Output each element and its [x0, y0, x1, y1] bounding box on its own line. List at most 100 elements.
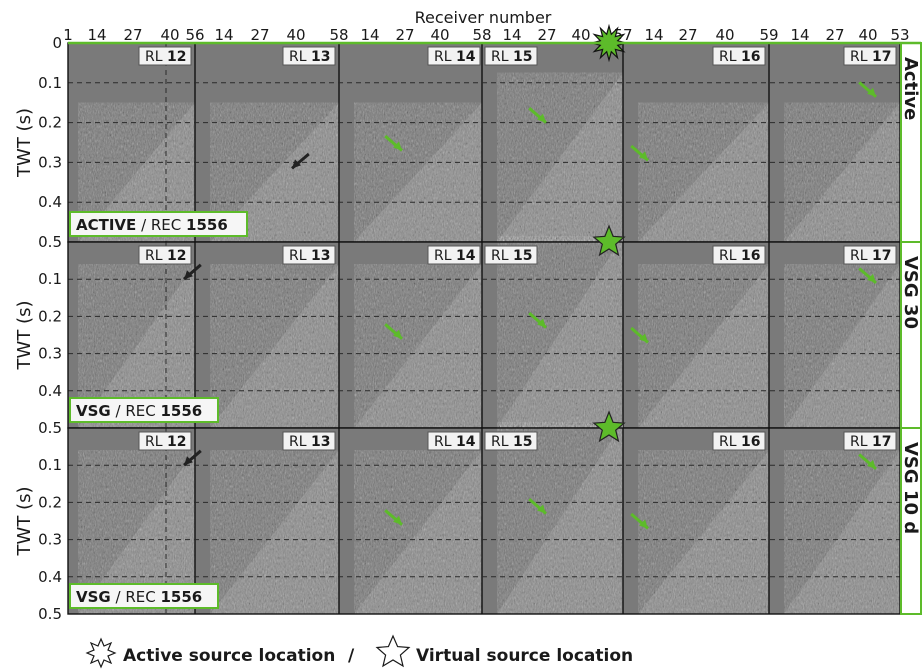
svg-text:RL 15: RL 15: [491, 434, 532, 450]
rl-label: RL 12: [138, 431, 192, 451]
receiver-tick-label: 1: [63, 26, 73, 44]
y-tick-label: 0.5: [38, 605, 62, 623]
svg-text:RL 17: RL 17: [850, 49, 891, 65]
green-arrow: [858, 453, 877, 471]
y-tick-label: 0.3: [38, 153, 62, 171]
receiver-tick-label: 27: [678, 26, 697, 44]
legend-virtual-label: Virtual source location: [416, 646, 633, 666]
receiver-tick-labels: 1142740561427405814274058142740571427405…: [63, 26, 909, 44]
wavefield-texture: [638, 450, 769, 614]
receiver-tick-label: 14: [87, 26, 106, 44]
receiver-tick-label: 27: [537, 26, 556, 44]
y-tick-label: 0.5: [38, 419, 62, 437]
svg-text:RL 14: RL 14: [434, 49, 476, 65]
svg-text:ACTIVE / REC 1556: ACTIVE / REC 1556: [76, 216, 228, 234]
wavefield-texture: [638, 264, 769, 428]
svg-text:RL 14: RL 14: [434, 434, 476, 450]
receiver-tick-label: 40: [571, 26, 590, 44]
rl-label: RL 15: [484, 245, 538, 265]
virtual-source-marker: [592, 224, 626, 257]
svg-text:RL 17: RL 17: [850, 434, 891, 450]
y-tick-label: 0.1: [38, 456, 62, 474]
legend-active-label: Active source location: [123, 646, 335, 666]
svg-text:RL 15: RL 15: [491, 248, 532, 264]
gather-row: RL 12 RL 13 RL 14 RL 15 RL 16 RL 17 VSG / REC …: [67, 410, 922, 615]
rl-label: RL 13: [282, 245, 336, 265]
svg-text:VSG / REC 1556: VSG / REC 1556: [76, 588, 202, 606]
y-tick-label: 0.4: [38, 382, 62, 400]
svg-text:RL 16: RL 16: [719, 248, 760, 264]
receiver-tick-label: 40: [858, 26, 877, 44]
green-arrow: [384, 323, 403, 340]
wavefield-texture: [784, 102, 900, 242]
svg-text:RL 17: RL 17: [850, 248, 891, 264]
receiver-tick-label: 59: [759, 26, 778, 44]
svg-text:RL 12: RL 12: [145, 434, 186, 450]
y-tick-label: 0.4: [38, 568, 62, 586]
wavefield-texture: [638, 102, 769, 242]
green-arrow: [630, 512, 649, 530]
wavefield-texture: [497, 72, 623, 242]
wavefield-texture: [497, 236, 623, 428]
rl-label: RL 12: [138, 245, 192, 265]
y-tick-label: 0.4: [38, 193, 62, 211]
active-source-icon: [85, 637, 117, 669]
record-tag: VSG / REC 1556: [69, 583, 219, 609]
svg-text:RL 16: RL 16: [719, 434, 760, 450]
legend-separator: /: [348, 646, 355, 666]
rl-label: RL 17: [843, 431, 897, 451]
svg-text:RL 13: RL 13: [289, 434, 330, 450]
receiver-tick-label: 40: [430, 26, 449, 44]
green-arrow: [384, 134, 403, 152]
y-tick-label: 0.1: [38, 270, 62, 288]
wavefield-texture: [354, 450, 482, 614]
wavefield-texture: [354, 102, 482, 242]
receiver-axis-title: Receiver number: [415, 8, 552, 27]
rl-label: RL 17: [843, 46, 897, 66]
wavefield-texture: [210, 450, 339, 614]
svg-text:Active: Active: [900, 57, 921, 120]
y-tick-label: 0: [52, 34, 62, 52]
rl-label: RL 17: [843, 245, 897, 265]
svg-text:RL 13: RL 13: [289, 248, 330, 264]
rl-label: RL 16: [712, 46, 766, 66]
wavefield-texture: [210, 102, 339, 242]
y-tick-label: 0.1: [38, 74, 62, 92]
record-tag: ACTIVE / REC 1556: [69, 211, 248, 237]
y-tick-label: 0.3: [38, 531, 62, 549]
green-arrow: [384, 509, 403, 526]
record-tag: VSG / REC 1556: [69, 397, 219, 423]
receiver-tick-label: 53: [890, 26, 909, 44]
rl-label: RL 15: [484, 46, 538, 66]
rl-label: RL 15: [484, 431, 538, 451]
svg-text:VSG 30: VSG 30: [900, 256, 921, 329]
receiver-tick-label: 58: [329, 26, 348, 44]
y-tick-label: 0.2: [38, 114, 62, 132]
side-label: VSG 10 d: [900, 427, 922, 615]
green-arrow: [528, 312, 547, 329]
receiver-tick-label: 14: [644, 26, 663, 44]
rl-label: RL 13: [282, 431, 336, 451]
green-arrow: [630, 144, 649, 162]
svg-text:RL 13: RL 13: [289, 49, 330, 65]
svg-text:VSG / REC 1556: VSG / REC 1556: [76, 402, 202, 420]
rl-label: RL 12: [138, 46, 192, 66]
svg-text:VSG 10 d: VSG 10 d: [900, 442, 921, 534]
receiver-tick-label: 27: [250, 26, 269, 44]
receiver-tick-label: 14: [360, 26, 379, 44]
black-arrow: [291, 152, 310, 170]
y-tick-label: 0.3: [38, 345, 62, 363]
svg-text:RL 16: RL 16: [719, 49, 760, 65]
wavefield-texture: [497, 422, 623, 614]
green-arrow: [858, 267, 877, 285]
wavefield-texture: [210, 264, 339, 428]
gather-row: RL 12 RL 13 RL 14 RL 15 RL 16 RL 17 ACTIVE / R…: [67, 23, 922, 243]
rl-label: RL 13: [282, 46, 336, 66]
side-label: VSG 30: [900, 241, 922, 429]
wavefield-texture: [354, 264, 482, 428]
side-label: Active: [900, 42, 922, 243]
virtual-source-icon: [375, 634, 411, 668]
receiver-tick-label: 14: [502, 26, 521, 44]
